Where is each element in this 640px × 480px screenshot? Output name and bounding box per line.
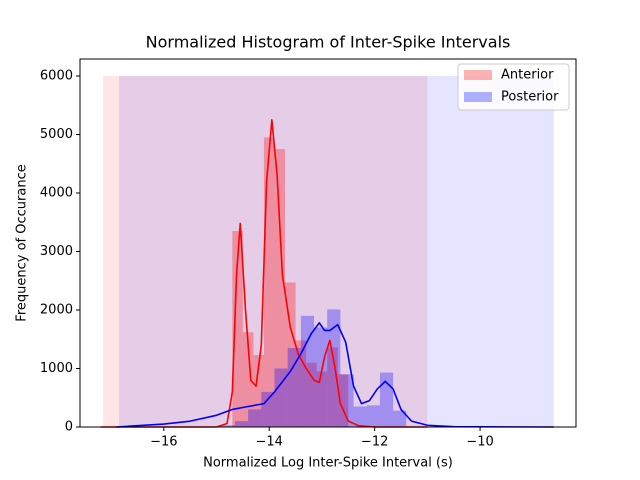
span — [103, 75, 428, 427]
legend-swatch — [464, 92, 492, 102]
x-axis-label: Normalized Log Inter-Spike Interval (s) — [203, 456, 453, 471]
histogram-bar — [248, 409, 262, 427]
histogram-bar — [295, 340, 307, 427]
histogram-bar — [327, 309, 341, 427]
histogram-bar — [285, 282, 296, 427]
y-tick-label: 3000 — [40, 244, 73, 259]
span — [119, 75, 554, 427]
x-tick-label: −10 — [466, 435, 493, 450]
histogram-bar — [340, 374, 354, 427]
y-tick-label: 0 — [65, 420, 73, 435]
histogram-bar — [353, 406, 367, 427]
histogram-bar — [327, 347, 338, 427]
legend-label: Anterior — [501, 68, 554, 83]
y-axis-label: Frequency of Occurance — [15, 164, 30, 321]
y-tick-label: 2000 — [40, 302, 73, 317]
histogram-bar — [337, 374, 349, 427]
histogram-bar — [274, 149, 286, 427]
x-tick-label: −12 — [361, 435, 388, 450]
histogram-bar — [306, 362, 317, 427]
plot-frame — [79, 58, 577, 428]
histogram-bar — [274, 368, 288, 427]
kde-line — [100, 119, 428, 428]
x-tick-label: −16 — [150, 435, 177, 450]
y-tick-label: 4000 — [40, 185, 73, 200]
legend-swatch — [464, 70, 492, 80]
histogram-bar — [393, 410, 407, 427]
histogram-bar — [232, 231, 243, 427]
chart-title: Normalized Histogram of Inter-Spike Inte… — [146, 33, 511, 52]
y-tick-label: 5000 — [40, 127, 73, 142]
histogram-bar — [366, 405, 380, 427]
legend-box — [457, 63, 570, 111]
histogram-bar — [316, 371, 328, 427]
histogram-bar — [234, 421, 249, 427]
y-tick-label: 6000 — [40, 68, 73, 83]
legend-label: Posterior — [501, 90, 559, 105]
x-tick-label: −14 — [256, 435, 283, 450]
histogram-bar — [221, 425, 235, 427]
histogram-bar — [263, 137, 275, 427]
kde-line — [116, 322, 554, 428]
histogram-bar — [261, 391, 275, 427]
histogram-bar — [379, 372, 394, 427]
histogram-bar — [242, 332, 254, 427]
y-tick-label: 1000 — [40, 361, 73, 376]
histogram-bar — [287, 348, 301, 427]
histogram-bar — [253, 355, 264, 427]
